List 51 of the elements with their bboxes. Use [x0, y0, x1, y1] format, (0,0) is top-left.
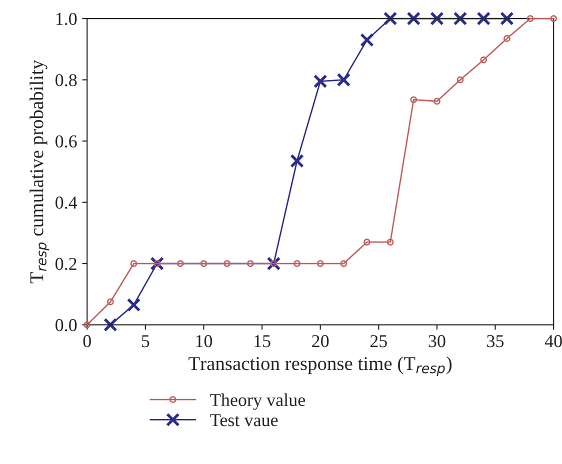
x-tick-label: 20 — [312, 335, 329, 348]
point — [550, 15, 558, 22]
y-axis-title: T$_{resp}$ cumulative probability — [30, 60, 50, 284]
point — [526, 15, 534, 22]
point — [290, 154, 304, 168]
x-tick-label: 30 — [428, 335, 446, 348]
point — [480, 56, 488, 64]
point — [294, 260, 300, 268]
x-tick-label: 5 — [142, 335, 150, 348]
point — [103, 318, 118, 332]
point — [503, 34, 510, 42]
point — [360, 33, 374, 47]
point — [316, 260, 324, 268]
point — [433, 98, 440, 105]
y-tick-label: 0.6 — [56, 135, 77, 148]
y-tick-label: 0.4 — [56, 196, 78, 209]
point — [270, 260, 278, 268]
point — [500, 12, 514, 26]
point — [476, 12, 491, 26]
point — [453, 12, 468, 26]
point — [383, 12, 398, 26]
point — [336, 72, 351, 87]
legend-label: Theory value — [210, 393, 306, 410]
point — [386, 238, 394, 246]
point — [200, 260, 208, 268]
y-tick-label: 0.8 — [56, 74, 77, 86]
point — [130, 260, 138, 268]
point — [126, 298, 141, 312]
point — [176, 260, 184, 268]
y-tick-label: 0.0 — [56, 319, 77, 332]
point — [430, 12, 444, 26]
point — [406, 12, 421, 26]
point — [340, 260, 348, 268]
y-tick-label: 1.0 — [56, 12, 77, 26]
x-tick-label: 40 — [544, 335, 562, 348]
point — [364, 238, 370, 246]
x-axis-title: Transaction response time (T$_{resp}$) — [188, 356, 452, 376]
point — [154, 260, 161, 268]
point — [246, 260, 254, 268]
point — [106, 298, 114, 306]
point — [313, 74, 328, 88]
y-tick-label: 0.2 — [56, 258, 76, 270]
point — [224, 260, 231, 268]
x-tick-label: 10 — [196, 335, 212, 348]
x-tick-label: 0 — [83, 335, 91, 348]
legend-label: Test vaue — [210, 414, 278, 426]
point — [410, 96, 418, 104]
x-tick-label: 35 — [487, 335, 504, 348]
x-tick-label: 25 — [370, 335, 387, 348]
x-tick-label: 15 — [254, 335, 270, 348]
point — [456, 76, 464, 84]
